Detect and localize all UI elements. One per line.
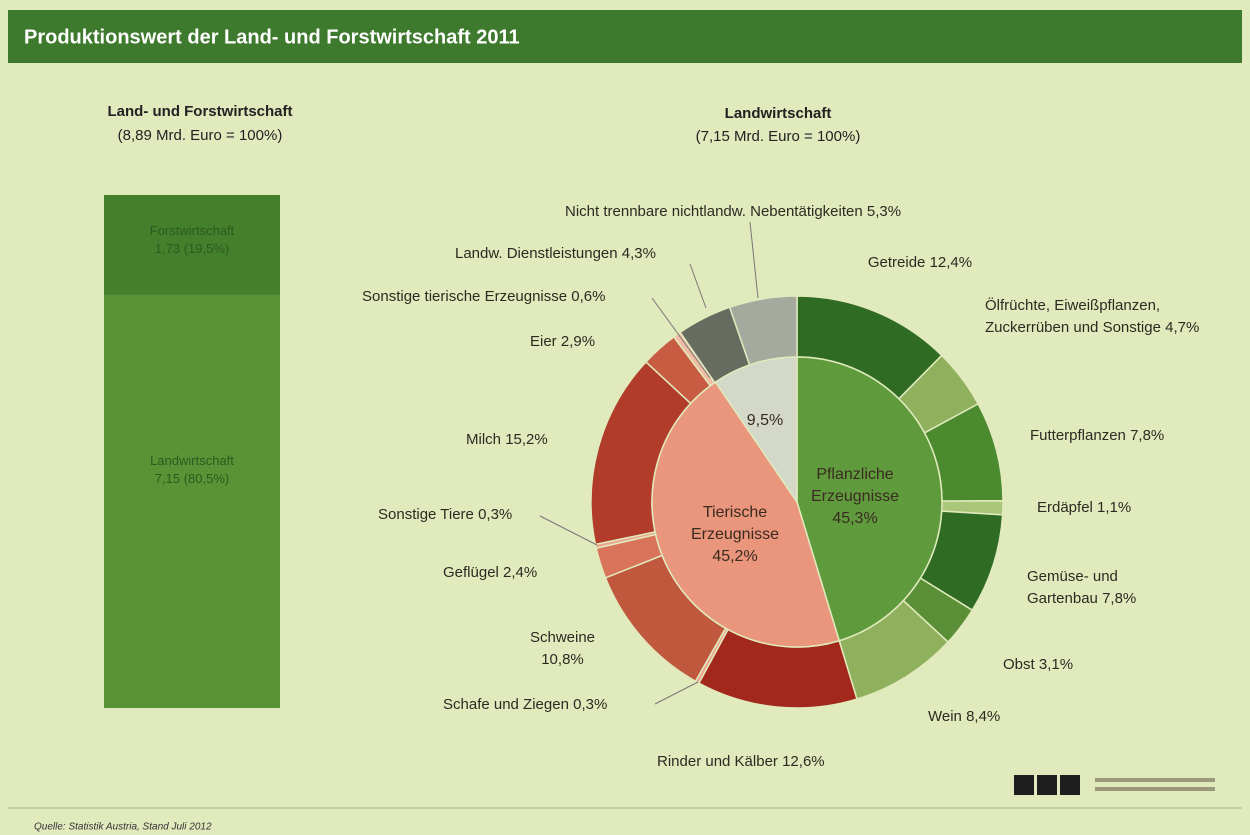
value-label: 15,2% (505, 431, 548, 448)
category-name: Gemüse- und Gartenbau (1027, 568, 1118, 607)
category-name: Schafe und Ziegen (443, 696, 569, 713)
value-label: 8,4% (966, 708, 1001, 725)
bar-segment (104, 294, 280, 708)
inner-label: Tierische Erzeugnisse 45,2% (680, 502, 790, 568)
inner-segment (651, 381, 841, 648)
outer-label: Futterpflanzen 7,8% (1030, 425, 1180, 447)
category-name: Sonstige tierische Erzeugnisse (362, 288, 568, 305)
value-label: 12,4% (929, 254, 973, 271)
category-name: Wein (928, 708, 962, 725)
category-name: Erdäpfel (1037, 499, 1093, 516)
category-name: Rinder und Kälber (657, 753, 778, 770)
value-label: 0,3% (478, 506, 513, 523)
category-name: Tierische Erzeugnisse (690, 504, 780, 543)
value-label: 7,8% (1130, 427, 1165, 444)
value-label: 4,3% (621, 245, 656, 262)
category-name: Ölfrüchte, Eiweißpflanzen, Zuckerrüben u… (985, 297, 1161, 336)
segment-name: Landwirtschaft (150, 453, 234, 468)
leader-line (539, 515, 598, 546)
value-label: 2,4% (503, 564, 538, 581)
category-name: Schweine (529, 629, 596, 646)
outer-label: Sonstige tierische Erzeugnisse 0,6% (362, 286, 662, 308)
value-label: 5,3% (866, 203, 902, 220)
outer-label: Sonstige Tiere 0,3% (378, 504, 578, 526)
donut-subtitle: (7,15 Mrd. Euro = 100%) (696, 128, 861, 145)
category-name: Nicht trennbare nichtlandw. Nebentätigke… (565, 203, 863, 220)
leader-line (749, 221, 759, 299)
category-name: Obst (1003, 656, 1035, 673)
page-title: Produktionswert der Land- und Forstwirts… (24, 26, 520, 48)
inner-label: Pflanzliche Erzeugnisse 45,3% (800, 464, 910, 530)
outer-label: Wein 8,4% (928, 706, 1028, 728)
category-name: Milch (466, 431, 502, 448)
inner-segment (714, 356, 798, 505)
leader-line (651, 297, 711, 379)
leader-line (654, 681, 699, 705)
category-name: Eier (530, 333, 557, 350)
value-label: 2,9% (560, 333, 596, 350)
segment-value: 7,15 (80,5%) (155, 471, 229, 486)
outer-label: Milch 15,2% (466, 429, 596, 451)
outer-label: Eier 2,9% (530, 331, 640, 353)
source: Quelle: Statistik Austria, Stand Juli 20… (34, 822, 212, 833)
outer-label: Schafe und Ziegen 0,3% (443, 694, 673, 716)
outer-label: Landw. Dienstleistungen 4,3% (455, 243, 725, 265)
outer-label: Obst 3,1% (1003, 654, 1103, 676)
outer-label: Geflügel 2,4% (443, 562, 583, 584)
value-label: 4,7% (1165, 319, 1200, 336)
outer-label: Getreide 12,4% (865, 252, 975, 274)
value-label: 12,6% (782, 753, 825, 770)
category-name: Geflügel (443, 564, 499, 581)
donut-title: Landwirtschaft (725, 105, 832, 122)
value-label: 45,2% (712, 548, 758, 565)
bar-title: Land- und Forstwirtschaft (108, 103, 293, 120)
value-label: 0,3% (573, 696, 608, 713)
category-name: Pflanzliche Erzeugnisse (810, 466, 900, 505)
value-label: 10,8% (541, 651, 584, 668)
segment-value: 1,73 (19,5%) (155, 241, 229, 256)
category-name: Futterpflanzen (1030, 427, 1126, 444)
value-label: 1,1% (1097, 499, 1132, 516)
category-name: Landw. Dienstleistungen (455, 245, 618, 262)
bar-segment (104, 195, 280, 295)
outer-label: Gemüse- und Gartenbau 7,8% (1027, 566, 1177, 610)
leader-line (689, 263, 707, 309)
bar-subtitle: (8,89 Mrd. Euro = 100%) (118, 127, 283, 144)
category-name: Getreide (867, 254, 926, 271)
value-label: 0,6% (571, 288, 606, 305)
outer-label: Schweine 10,8% (520, 627, 605, 671)
header-bar (8, 10, 1242, 63)
inner-segment (796, 356, 943, 642)
value-label: 3,1% (1038, 656, 1074, 673)
logo (1014, 775, 1215, 795)
segment-name: Forstwirtschaft (150, 223, 235, 238)
outer-label: Nicht trennbare nichtlandw. Nebentätigke… (565, 201, 995, 223)
value-label: 45,3% (832, 510, 878, 527)
category-name: Sonstige Tiere (378, 506, 474, 523)
outer-label: Ölfrüchte, Eiweißpflanzen, Zuckerrüben u… (985, 295, 1225, 339)
outer-label: Rinder und Kälber 12,6% (657, 751, 887, 773)
value-label: 7,8% (1102, 590, 1137, 607)
value-label: 9,5% (746, 412, 784, 429)
inner-label: 9,5% (740, 410, 790, 432)
outer-label: Erdäpfel 1,1% (1037, 497, 1187, 519)
